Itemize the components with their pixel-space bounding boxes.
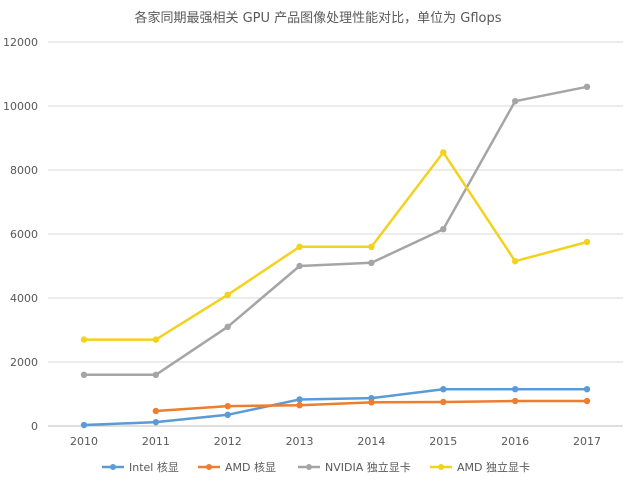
- series-0: [80, 386, 591, 429]
- data-point: [583, 397, 591, 405]
- data-point: [511, 258, 519, 265]
- legend-marker: [110, 464, 116, 470]
- series-line: [83, 387, 587, 427]
- legend-item: AMD 独立显卡: [430, 460, 530, 474]
- data-point: [152, 336, 160, 343]
- data-point: [296, 243, 303, 250]
- data-point: [224, 411, 231, 418]
- data-point: [152, 371, 160, 378]
- data-point: [440, 386, 447, 393]
- data-point: [368, 243, 375, 250]
- data-point: [511, 397, 519, 405]
- data-point: [511, 98, 519, 105]
- legend-marker: [306, 464, 312, 470]
- legend-item: Intel 核显: [102, 460, 179, 474]
- series-3: [80, 149, 591, 343]
- data-point: [80, 371, 88, 378]
- series-2: [80, 83, 591, 378]
- data-point: [511, 386, 519, 393]
- data-point: [440, 226, 447, 233]
- x-tick-label: 2012: [214, 435, 242, 448]
- x-tick-label: 2010: [70, 435, 98, 448]
- x-axis-ticks: 2010 2011 2012 2013 2014 2015 2016 2017: [70, 435, 601, 448]
- gridlines: [48, 41, 623, 427]
- series-line: [84, 85, 588, 377]
- series-1: [152, 397, 591, 415]
- chart-title: 各家同期最强相关 GPU 产品图像处理性能对比，单位为 Gflops: [134, 10, 501, 26]
- y-tick-label: 10000: [3, 100, 38, 113]
- x-tick-label: 2014: [357, 435, 385, 448]
- x-tick-label: 2016: [501, 435, 529, 448]
- legend-marker: [206, 464, 212, 470]
- data-point: [296, 262, 303, 270]
- data-point: [296, 402, 303, 409]
- legend-label: AMD 核显: [225, 460, 276, 474]
- data-point: [152, 407, 160, 415]
- y-tick-label: 6000: [10, 228, 38, 241]
- data-point: [583, 83, 591, 91]
- x-tick-label: 2015: [429, 435, 457, 448]
- legend-item: NVIDIA 独立显卡: [298, 460, 411, 474]
- data-point: [368, 259, 375, 266]
- legend: Intel 核显 AMD 核显 NVIDIA 独立显卡 AMD 独立显卡: [102, 460, 530, 474]
- data-point: [80, 421, 88, 429]
- y-tick-label: 8000: [10, 164, 38, 177]
- data-point: [80, 336, 88, 343]
- legend-item: AMD 核显: [198, 460, 276, 474]
- x-tick-label: 2011: [142, 435, 170, 448]
- data-point: [224, 402, 231, 410]
- data-point: [583, 386, 591, 393]
- x-tick-label: 2013: [286, 435, 314, 448]
- data-point: [224, 291, 231, 298]
- data-point: [296, 396, 303, 403]
- y-tick-label: 4000: [10, 292, 38, 305]
- data-point: [368, 399, 375, 406]
- data-point: [440, 149, 447, 156]
- data-point: [440, 398, 447, 406]
- y-tick-label: 2000: [10, 356, 38, 369]
- data-point: [224, 323, 231, 330]
- y-axis-ticks: 0 2000 4000 6000 8000 10000 12000: [3, 36, 38, 433]
- data-point: [583, 238, 591, 246]
- y-tick-label: 12000: [3, 36, 38, 49]
- legend-label: NVIDIA 独立显卡: [325, 460, 411, 474]
- legend-label: AMD 独立显卡: [457, 460, 530, 474]
- legend-label: Intel 核显: [129, 460, 179, 474]
- legend-marker: [438, 464, 444, 470]
- data-point: [152, 418, 160, 426]
- series-line: [84, 151, 588, 341]
- x-tick-label: 2017: [573, 435, 601, 448]
- y-tick-label: 0: [31, 420, 38, 433]
- series-lines: [80, 83, 591, 429]
